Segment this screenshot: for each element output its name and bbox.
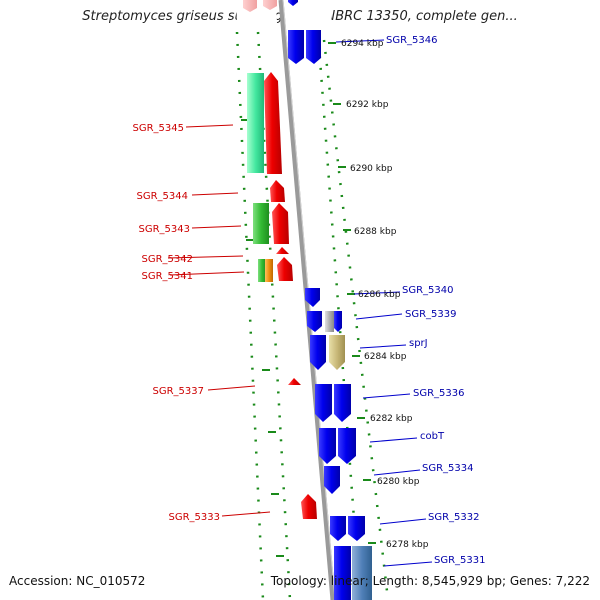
gene-arrow-sgr5336[interactable] — [334, 384, 351, 422]
gene-label-forward[interactable]: SGR_5332 — [428, 512, 480, 523]
gene-label-forward[interactable]: sprJ — [409, 338, 428, 349]
gene-arrow-sgr5331[interactable] — [352, 546, 372, 600]
genome-summary: Topology: linear; Length: 8,545,929 bp; … — [271, 574, 590, 588]
gene-arrow-sgr5340[interactable] — [305, 288, 320, 307]
gene-arrow-sgr5332[interactable] — [348, 516, 365, 541]
gene-label-forward[interactable]: SGR_5340 — [402, 285, 454, 296]
accession-label: Accession: — [9, 574, 73, 588]
gene-arrow-sgr5331-a[interactable] — [334, 546, 351, 600]
accession-info: Accession: NC_010572 — [9, 574, 145, 588]
scale-label: 6290 kbp — [350, 164, 393, 174]
gene-arrow-sgr5343[interactable] — [272, 203, 289, 244]
scale-label: 6288 kbp — [354, 227, 397, 237]
gene-arrow-sgr5339[interactable] — [334, 311, 342, 332]
gene-arrow-sgr5342[interactable] — [276, 247, 289, 254]
gene-arrow-sgr5341-b[interactable] — [265, 259, 273, 282]
length-value: 8,545,929 bp; — [421, 574, 507, 588]
gene-label-reverse[interactable]: SGR_5343 — [139, 224, 191, 235]
scale-label: 6286 kbp — [358, 290, 401, 300]
gene-arrow-cobt[interactable] — [338, 428, 356, 464]
scale-label: 6282 kbp — [370, 414, 413, 424]
gene-arrow-sgr5346[interactable] — [306, 30, 321, 64]
topology-value: linear; — [330, 574, 369, 588]
scale-label: 6278 kbp — [386, 540, 429, 550]
gene-label-forward[interactable]: SGR_5339 — [405, 309, 457, 320]
gene-arrow-sgr5343-a[interactable] — [253, 203, 269, 244]
gene-label-reverse[interactable]: SGR_5345 — [133, 123, 185, 134]
gene-arrow-sgr5339-grey[interactable] — [325, 311, 334, 332]
gene-label-reverse[interactable]: SGR_5337 — [153, 386, 205, 397]
gene-arrow-sgr5341[interactable] — [277, 257, 293, 281]
gene-label-reverse[interactable]: SGR_5333 — [169, 512, 221, 523]
gene-arrow-sgr5336-a[interactable] — [315, 384, 332, 422]
forward-gene-labels: SGR_5346 SGR_5340 SGR_5339 sprJ SGR_5336… — [386, 35, 486, 566]
scale-label: 6294 kbp — [341, 39, 384, 49]
reverse-genes — [243, 0, 317, 519]
gene-arrow-sgr5334[interactable] — [324, 466, 340, 494]
reverse-label-leaders — [167, 124, 271, 517]
gene-label-forward[interactable]: SGR_5346 — [386, 35, 438, 46]
gene-label-forward[interactable]: cobT — [420, 431, 445, 442]
gene-arrow-cobt-a[interactable] — [319, 428, 336, 464]
gene-arrow-partial-top[interactable] — [243, 0, 257, 12]
gene-label-forward[interactable]: SGR_5336 — [413, 388, 465, 399]
scale-label: 6280 kbp — [377, 477, 420, 487]
length-label: Length: — [372, 574, 419, 588]
forward-genes — [288, 0, 372, 600]
gene-arrow-sgr5345[interactable] — [264, 72, 282, 174]
gene-arrow-sgr5344[interactable] — [270, 180, 285, 202]
gene-label-reverse[interactable]: SGR_5342 — [142, 254, 194, 265]
gene-arrow-sgr5332-a[interactable] — [330, 516, 346, 541]
gene-arrow-sgr5341-a[interactable] — [258, 259, 266, 282]
gene-label-forward[interactable]: SGR_5331 — [434, 555, 486, 566]
topology-label: Topology: — [270, 574, 327, 588]
gene-arrow-sgr5345-a[interactable] — [247, 73, 264, 173]
gene-arrow-sgr5346-a[interactable] — [288, 30, 304, 64]
gene-arrow-sprj[interactable] — [329, 335, 345, 370]
gene-label-reverse[interactable]: SGR_5344 — [137, 191, 189, 202]
scale-labels: 6294 kbp 6292 kbp 6290 kbp 6288 kbp 6286… — [341, 39, 429, 550]
genes-value: 7,222 — [555, 574, 590, 588]
gene-arrow-sgr5337[interactable] — [288, 378, 301, 385]
reverse-gene-labels: SGR_5345 SGR_5344 SGR_5343 SGR_5342 SGR_… — [133, 123, 221, 523]
gene-label-reverse[interactable]: SGR_5341 — [142, 271, 194, 282]
gene-arrow-sgr5339-a[interactable] — [307, 311, 322, 332]
forward-label-leaders — [335, 39, 433, 567]
accession-value: NC_010572 — [76, 574, 146, 588]
scale-label: 6284 kbp — [364, 352, 407, 362]
track-outlines — [235, 31, 390, 600]
gene-arrow-sgr5333[interactable] — [301, 494, 317, 519]
scale-label: 6292 kbp — [346, 100, 389, 110]
gene-label-forward[interactable]: SGR_5334 — [422, 463, 474, 474]
gene-arrow-sprj-a[interactable] — [310, 335, 326, 370]
genes-label: Genes: — [509, 574, 552, 588]
